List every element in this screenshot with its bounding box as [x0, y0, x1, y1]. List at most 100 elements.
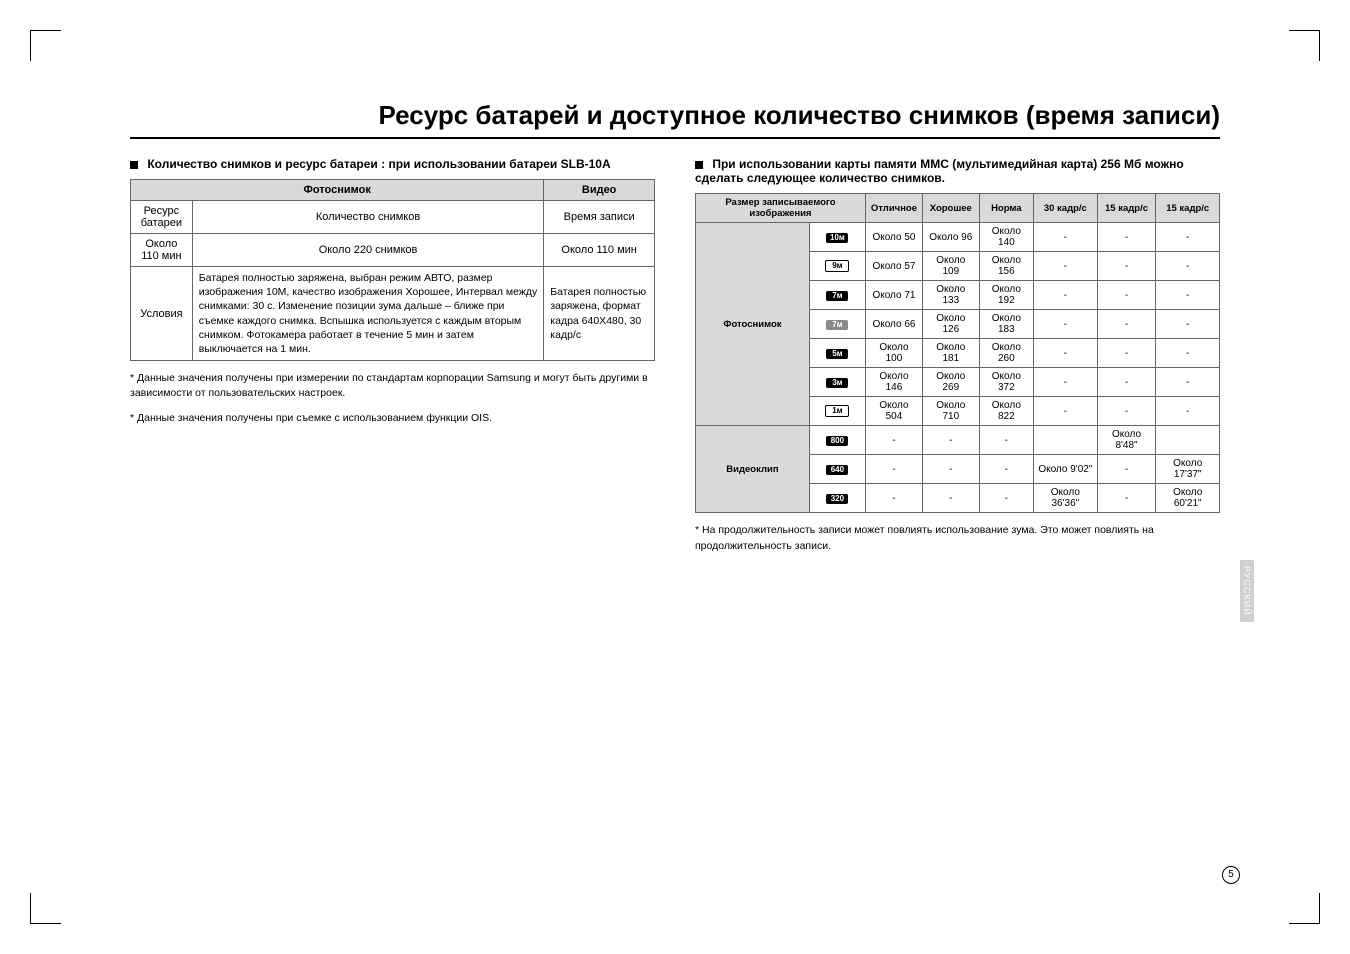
resolution-cell: 320	[809, 484, 865, 513]
capacity-cell: -	[1034, 339, 1097, 368]
crop-mark	[30, 893, 61, 924]
resolution-cell: 10ᴍ	[809, 223, 865, 252]
resolution-icon: 1ᴍ	[825, 405, 849, 417]
right-column: При использовании карты памяти MMC (муль…	[695, 157, 1220, 565]
capacity-cell: Около 96	[923, 223, 980, 252]
capacity-cell: Около 66	[865, 310, 922, 339]
resolution-icon: 9ᴍ	[825, 260, 849, 272]
resolution-cell: 640	[809, 455, 865, 484]
left-column: Количество снимков и ресурс батареи : пр…	[130, 157, 655, 565]
video-group-label: Видеоклип	[696, 426, 810, 513]
th-size: Размер записываемого изображения	[696, 194, 866, 223]
resolution-icon: 3ᴍ	[826, 378, 848, 388]
capacity-cell: -	[1034, 310, 1097, 339]
capacity-cell: -	[923, 484, 980, 513]
capacity-cell: Около 192	[979, 281, 1034, 310]
capacity-cell: -	[1097, 223, 1156, 252]
th-photo: Фотоснимок	[131, 180, 544, 201]
capacity-cell: -	[1034, 223, 1097, 252]
capacity-cell: Около 822	[979, 397, 1034, 426]
capacity-cell: Около 146	[865, 368, 922, 397]
capacity-cell: -	[1156, 281, 1220, 310]
cell-110min: Около 110 мин	[131, 234, 193, 267]
th-norm: Норма	[979, 194, 1034, 223]
capacity-cell: Около 71	[865, 281, 922, 310]
note-ois: * Данные значения получены при съемке с …	[130, 411, 655, 426]
cell-220shots: Около 220 снимков	[192, 234, 544, 267]
capacity-cell: Около 260	[979, 339, 1034, 368]
cell-conditions-label: Условия	[131, 267, 193, 361]
capacity-cell: -	[1034, 368, 1097, 397]
capacity-cell: -	[1156, 397, 1220, 426]
bullet-square-icon	[130, 161, 138, 169]
capacity-cell: Около 504	[865, 397, 922, 426]
capacity-cell: Около 126	[923, 310, 980, 339]
left-heading: Количество снимков и ресурс батареи : пр…	[130, 157, 655, 171]
capacity-cell: Около 9'02"	[1034, 455, 1097, 484]
resolution-cell: 800	[809, 426, 865, 455]
note-samsung: * Данные значения получены при измерении…	[130, 371, 655, 400]
capacity-cell: Около 57	[865, 252, 922, 281]
capacity-cell: Около 8'48"	[1097, 426, 1156, 455]
crop-mark	[1289, 893, 1320, 924]
capacity-cell: Около 156	[979, 252, 1034, 281]
cell-110min-vid: Около 110 мин	[544, 234, 655, 267]
crop-mark	[1289, 30, 1320, 61]
th-30fps: 30 кадр/с	[1034, 194, 1097, 223]
resolution-icon: 640	[826, 465, 848, 475]
capacity-cell: Около 183	[979, 310, 1034, 339]
capacity-cell: -	[1034, 252, 1097, 281]
capacity-cell: Около 372	[979, 368, 1034, 397]
right-heading-text: При использовании карты памяти MMC (муль…	[695, 157, 1184, 185]
capacity-cell: Около 109	[923, 252, 980, 281]
capacity-cell: -	[1097, 368, 1156, 397]
capacity-cell: -	[923, 455, 980, 484]
th-video: Видео	[544, 180, 655, 201]
resolution-cell: 7ᴍ	[809, 310, 865, 339]
columns: Количество снимков и ресурс батареи : пр…	[130, 157, 1220, 565]
capacity-cell: -	[1034, 281, 1097, 310]
photo-group-label: Фотоснимок	[696, 223, 810, 426]
capacity-cell: Около 133	[923, 281, 980, 310]
capacity-cell: -	[1156, 368, 1220, 397]
capacity-cell: Около 36'36"	[1034, 484, 1097, 513]
bullet-square-icon	[695, 161, 703, 169]
capacity-cell: -	[1097, 281, 1156, 310]
capacity-cell: -	[865, 455, 922, 484]
resolution-icon: 7ᴍ	[826, 291, 848, 301]
capacity-cell: -	[1156, 252, 1220, 281]
left-heading-text: Количество снимков и ресурс батареи : пр…	[147, 157, 610, 171]
capacity-cell: Около 269	[923, 368, 980, 397]
capacity-cell: -	[1097, 252, 1156, 281]
capacity-cell: -	[923, 426, 980, 455]
language-tab: РУССКИЙ	[1240, 560, 1254, 622]
resolution-icon: 800	[826, 436, 848, 446]
capacity-cell: Около 140	[979, 223, 1034, 252]
capacity-cell: -	[979, 426, 1034, 455]
capacity-cell: Около 100	[865, 339, 922, 368]
resolution-icon: 320	[826, 494, 848, 504]
cell-conditions-video: Батарея полностью заряжена, формат кадра…	[544, 267, 655, 361]
capacity-cell: -	[979, 484, 1034, 513]
right-heading: При использовании карты памяти MMC (муль…	[695, 157, 1220, 185]
th-15fps-b: 15 кадр/с	[1156, 194, 1220, 223]
capacity-cell: -	[1156, 339, 1220, 368]
capacity-cell: -	[1097, 455, 1156, 484]
battery-table: Фотоснимок Видео Ресурс батареи Количест…	[130, 179, 655, 361]
resolution-icon: 7ᴍ	[826, 320, 848, 330]
capacity-cell: -	[1097, 339, 1156, 368]
resolution-cell: 7ᴍ	[809, 281, 865, 310]
cell-battery-life: Ресурс батареи	[131, 201, 193, 234]
resolution-cell: 9ᴍ	[809, 252, 865, 281]
resolution-cell: 5ᴍ	[809, 339, 865, 368]
capacity-cell: Около 17'37"	[1156, 455, 1220, 484]
capacity-cell: -	[1097, 310, 1156, 339]
capacity-cell: -	[1156, 310, 1220, 339]
page-content: Ресурс батарей и доступное количество сн…	[130, 100, 1220, 565]
capacity-cell	[1156, 426, 1220, 455]
th-excellent: Отличное	[865, 194, 922, 223]
capacity-cell: -	[1156, 223, 1220, 252]
capacity-cell	[1034, 426, 1097, 455]
th-good: Хорошее	[923, 194, 980, 223]
capacity-cell: -	[865, 484, 922, 513]
